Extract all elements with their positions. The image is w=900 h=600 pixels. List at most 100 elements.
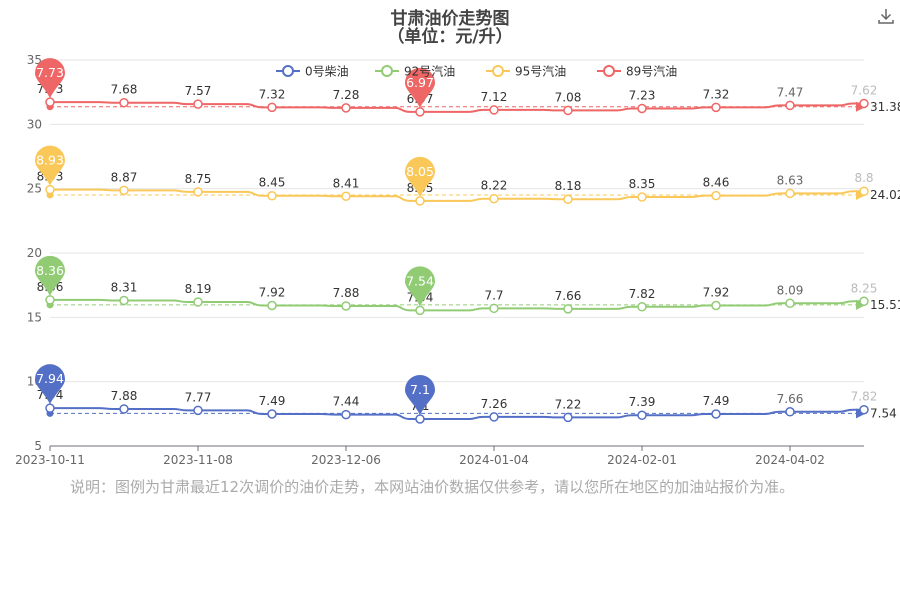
- min-marker: 7.54: [405, 266, 435, 307]
- legend-item-89号汽油[interactable]: 89号汽油: [597, 64, 677, 79]
- x-tick-label: 2023-10-11: [15, 453, 85, 467]
- legend: 0号柴油 92号汽油 95号汽油 89号汽油: [276, 64, 677, 79]
- data-point: [785, 100, 795, 111]
- y-tick-label: 35: [27, 53, 42, 67]
- download-icon[interactable]: [876, 6, 896, 26]
- legend-item-92号汽油[interactable]: 92号汽油: [375, 64, 455, 79]
- x-tick-label: 2024-01-04: [459, 453, 529, 467]
- data-label: 8.09: [777, 283, 804, 297]
- data-point: [859, 186, 869, 196]
- max-marker-shape: [35, 58, 65, 99]
- grid-lines: [50, 59, 864, 447]
- series-line: [50, 407, 864, 420]
- x-tick-label: 2024-02-01: [607, 453, 677, 467]
- data-point: [785, 407, 795, 417]
- max-marker-label: 8.93: [36, 153, 64, 168]
- data-point: [415, 196, 425, 206]
- average-label: 31.38: [870, 100, 900, 114]
- data-label: 7.28: [333, 88, 360, 102]
- min-marker-shape: [405, 156, 435, 197]
- data-point: [415, 107, 425, 117]
- data-point: [489, 303, 499, 314]
- min-marker-shape: [405, 67, 435, 108]
- data-label: 8.35: [629, 177, 656, 191]
- data-point: [415, 414, 425, 424]
- legend-swatch-marker: [492, 65, 504, 77]
- data-point: [45, 295, 55, 305]
- data-label: 7.92: [703, 285, 730, 299]
- data-point: [267, 300, 277, 311]
- max-marker-shape: [35, 255, 65, 296]
- data-label: 7.47: [777, 85, 804, 99]
- data-point: [711, 190, 721, 201]
- data-point: [193, 297, 203, 307]
- data-point: [785, 298, 795, 309]
- min-marker-shape: [405, 266, 435, 307]
- data-label: 7.77: [185, 390, 212, 404]
- max-marker: 7.73: [35, 58, 65, 99]
- data-point: [489, 193, 499, 204]
- data-label: 7.39: [629, 395, 656, 409]
- series-89号汽油: 31.38 7.73 7.68 7.57 7.32 7.28 6.97 7.12 7.08 7.2…: [35, 58, 900, 117]
- legend-item-95号汽油[interactable]: 95号汽油: [486, 64, 566, 79]
- min-marker-label: 7.54: [406, 273, 434, 288]
- series-line: [50, 101, 864, 113]
- average-arrow: [856, 189, 866, 200]
- chart-title: 甘肃油价走势图: [390, 9, 510, 29]
- average-label: 15.51: [870, 298, 900, 312]
- average-label: 24.02: [870, 188, 900, 202]
- data-label: 8.18: [555, 179, 582, 193]
- series-0号柴油: 7.54 7.94 7.88 7.77 7.49 7.44 7.1 7.26 7.22 7.39 7…: [35, 364, 897, 424]
- max-marker-label: 8.36: [36, 263, 64, 278]
- legend-label: 0号柴油: [305, 65, 349, 79]
- data-label: 7.66: [555, 289, 582, 303]
- series-95号汽油: 24.02 8.93 8.87 8.75 8.45 8.41 8.05 8.22 8.18 8.3…: [35, 145, 900, 206]
- data-label: 7.68: [111, 83, 138, 97]
- data-label: 7.66: [777, 392, 804, 406]
- data-label: 7.12: [481, 90, 508, 104]
- data-label: 7.26: [481, 397, 508, 411]
- data-label: 7.32: [259, 87, 286, 101]
- legend-swatch-marker: [282, 65, 294, 77]
- data-label: 7.32: [703, 87, 730, 101]
- data-point: [45, 403, 55, 413]
- data-point: [119, 185, 129, 196]
- legend-item-0号柴油[interactable]: 0号柴油: [276, 65, 349, 79]
- x-axis: 2023-10-11 2023-11-08 2023-12-06 2024-01-04…: [15, 445, 864, 467]
- data-point: [785, 188, 795, 199]
- max-marker-shape: [35, 364, 65, 405]
- y-tick-label: 30: [27, 117, 42, 131]
- data-label: 7.22: [555, 397, 582, 411]
- max-marker-label: 7.94: [36, 371, 64, 386]
- legend-label: 89号汽油: [626, 64, 677, 79]
- data-label: 7.23: [629, 89, 656, 103]
- min-marker: 7.1: [405, 374, 435, 415]
- data-label: 8.19: [185, 282, 212, 296]
- data-label: 7.08: [555, 90, 582, 104]
- series-line: [50, 298, 864, 312]
- data-label: 8.41: [333, 176, 360, 190]
- data-label: 8.75: [185, 172, 212, 186]
- data-label: 8.31: [111, 280, 138, 294]
- y-tick-label: 5: [34, 439, 42, 453]
- data-point: [341, 409, 351, 420]
- average-label: 7.54: [870, 406, 897, 420]
- data-point: [563, 304, 573, 314]
- data-label: 7.7: [484, 288, 503, 302]
- data-label: 7.88: [333, 286, 360, 300]
- data-label: 8.8: [854, 171, 873, 185]
- min-marker: 8.05: [405, 156, 435, 197]
- data-point: [45, 184, 55, 195]
- max-marker: 7.94: [35, 364, 65, 405]
- data-point: [415, 305, 425, 316]
- series-layer: 7.54 7.94 7.88 7.77 7.49 7.44 7.1 7.26 7.22 7.39 7…: [35, 58, 900, 424]
- footnote: 说明：图例为甘肃最近12次调价的油价走势，本网站油价数据仅供参考，请以您所在地区…: [70, 478, 795, 496]
- data-point: [637, 192, 647, 202]
- data-point: [859, 98, 869, 109]
- data-label: 7.82: [629, 287, 656, 301]
- data-point: [119, 295, 129, 306]
- data-point: [637, 302, 647, 312]
- data-label: 7.62: [851, 83, 878, 97]
- data-point: [563, 412, 573, 423]
